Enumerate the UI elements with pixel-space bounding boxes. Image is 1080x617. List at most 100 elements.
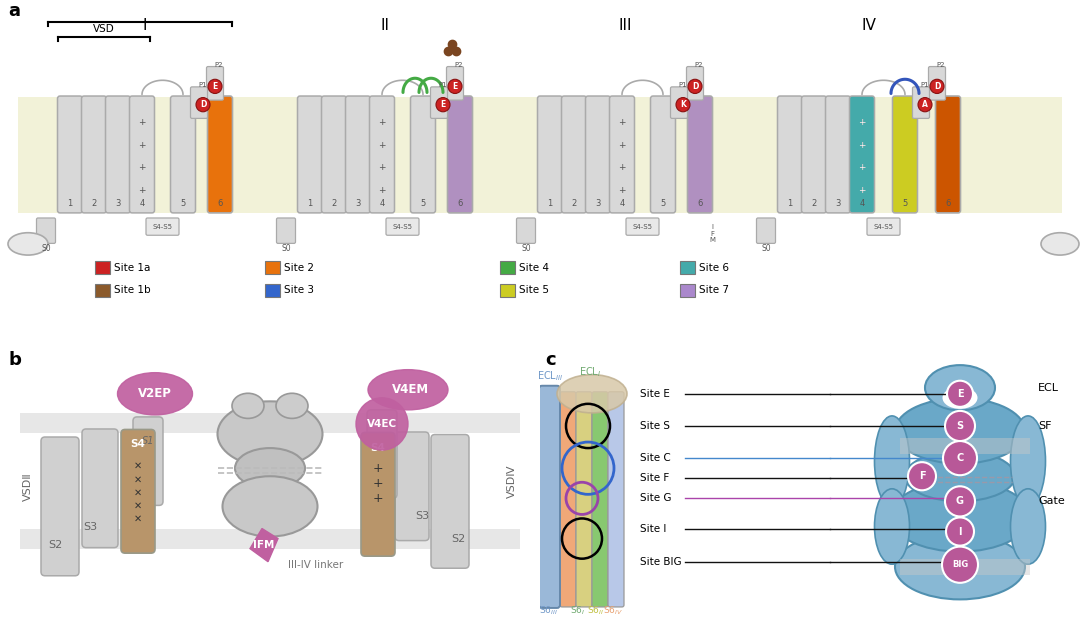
Text: IV: IV: [862, 18, 877, 33]
Text: I: I: [143, 18, 147, 33]
Text: S4-S5: S4-S5: [874, 223, 893, 230]
FancyBboxPatch shape: [386, 218, 419, 235]
Bar: [900, 438, 1030, 454]
Text: 4: 4: [139, 199, 145, 209]
Circle shape: [945, 411, 975, 441]
FancyBboxPatch shape: [190, 87, 207, 118]
Text: Site I: Site I: [640, 523, 666, 534]
FancyBboxPatch shape: [322, 96, 347, 213]
Text: E: E: [957, 389, 963, 399]
FancyBboxPatch shape: [561, 392, 576, 607]
Text: a: a: [8, 2, 21, 20]
Text: +: +: [618, 141, 625, 150]
Ellipse shape: [8, 233, 48, 255]
Text: 2: 2: [92, 199, 96, 209]
Text: C: C: [957, 453, 963, 463]
Text: Site 2: Site 2: [284, 263, 314, 273]
FancyBboxPatch shape: [825, 96, 851, 213]
Text: 5: 5: [660, 199, 665, 209]
Text: +: +: [859, 163, 866, 172]
Text: ECL: ECL: [1038, 383, 1059, 393]
FancyBboxPatch shape: [608, 392, 624, 607]
Text: Site F: Site F: [640, 473, 670, 483]
Ellipse shape: [368, 370, 448, 410]
Ellipse shape: [905, 451, 1015, 502]
Text: 6: 6: [217, 199, 222, 209]
Text: P1: P1: [199, 83, 207, 88]
Text: III-IV linker: III-IV linker: [288, 560, 343, 569]
Text: E: E: [441, 100, 446, 109]
Text: ✕: ✕: [134, 500, 143, 510]
Polygon shape: [249, 529, 278, 561]
Text: VSDⅡ: VSDⅡ: [23, 472, 33, 500]
Bar: [680, 284, 696, 297]
Text: D: D: [200, 100, 206, 109]
Text: V4EC: V4EC: [367, 419, 397, 429]
Text: Gate: Gate: [1038, 496, 1065, 507]
Text: S2: S2: [48, 540, 63, 550]
Text: Site 4: Site 4: [519, 263, 549, 273]
Text: S2: S2: [450, 534, 465, 544]
FancyBboxPatch shape: [37, 218, 55, 243]
Text: S0: S0: [281, 244, 291, 253]
Circle shape: [918, 97, 932, 112]
Text: 1: 1: [548, 199, 553, 209]
Text: P1: P1: [920, 83, 929, 88]
Text: I: I: [958, 526, 962, 537]
FancyBboxPatch shape: [130, 96, 154, 213]
Ellipse shape: [924, 365, 995, 410]
Text: S3: S3: [415, 511, 429, 521]
FancyBboxPatch shape: [687, 67, 703, 100]
Text: Site S: Site S: [640, 421, 670, 431]
Text: +: +: [859, 118, 866, 128]
Text: A: A: [922, 100, 928, 109]
Text: 3: 3: [116, 199, 121, 209]
FancyBboxPatch shape: [801, 96, 826, 213]
Text: S4-S5: S4-S5: [152, 223, 173, 230]
FancyBboxPatch shape: [431, 87, 447, 118]
FancyBboxPatch shape: [106, 96, 131, 213]
FancyBboxPatch shape: [650, 96, 675, 213]
Text: I
F
M: I F M: [708, 224, 715, 243]
FancyBboxPatch shape: [913, 87, 930, 118]
Text: S0: S0: [522, 244, 530, 253]
Text: Site 5: Site 5: [519, 285, 549, 295]
Text: +: +: [859, 186, 866, 194]
Ellipse shape: [235, 448, 305, 488]
Text: ✕: ✕: [134, 474, 143, 484]
FancyBboxPatch shape: [688, 96, 713, 213]
FancyBboxPatch shape: [446, 67, 463, 100]
Text: P2: P2: [936, 62, 945, 68]
Text: P2: P2: [694, 62, 703, 68]
Text: NTD: NTD: [18, 239, 38, 249]
Text: E: E: [453, 82, 458, 91]
Text: D: D: [934, 82, 941, 91]
Text: S6$_{IV}$: S6$_{IV}$: [603, 605, 623, 617]
Text: Site 3: Site 3: [284, 285, 314, 295]
Text: 5: 5: [420, 199, 426, 209]
Ellipse shape: [895, 534, 1025, 599]
Text: P2: P2: [455, 62, 463, 68]
FancyBboxPatch shape: [626, 218, 659, 235]
FancyBboxPatch shape: [671, 87, 688, 118]
FancyBboxPatch shape: [297, 96, 323, 213]
Ellipse shape: [1011, 416, 1045, 507]
Ellipse shape: [1011, 489, 1045, 564]
Circle shape: [947, 381, 973, 407]
Text: +: +: [859, 141, 866, 150]
Ellipse shape: [276, 393, 308, 418]
Text: SF: SF: [1038, 421, 1052, 431]
Ellipse shape: [217, 401, 323, 466]
Bar: [265, 284, 280, 297]
Text: S6$_{I}$: S6$_{I}$: [570, 605, 585, 617]
Circle shape: [676, 97, 690, 112]
Text: 3: 3: [355, 199, 361, 209]
Text: 6: 6: [698, 199, 703, 209]
Ellipse shape: [222, 476, 318, 537]
Text: +: +: [859, 163, 866, 172]
Text: 2: 2: [811, 199, 816, 209]
FancyBboxPatch shape: [171, 96, 195, 213]
Text: F: F: [919, 471, 926, 481]
FancyBboxPatch shape: [585, 96, 610, 213]
Text: S4-S5: S4-S5: [633, 223, 652, 230]
